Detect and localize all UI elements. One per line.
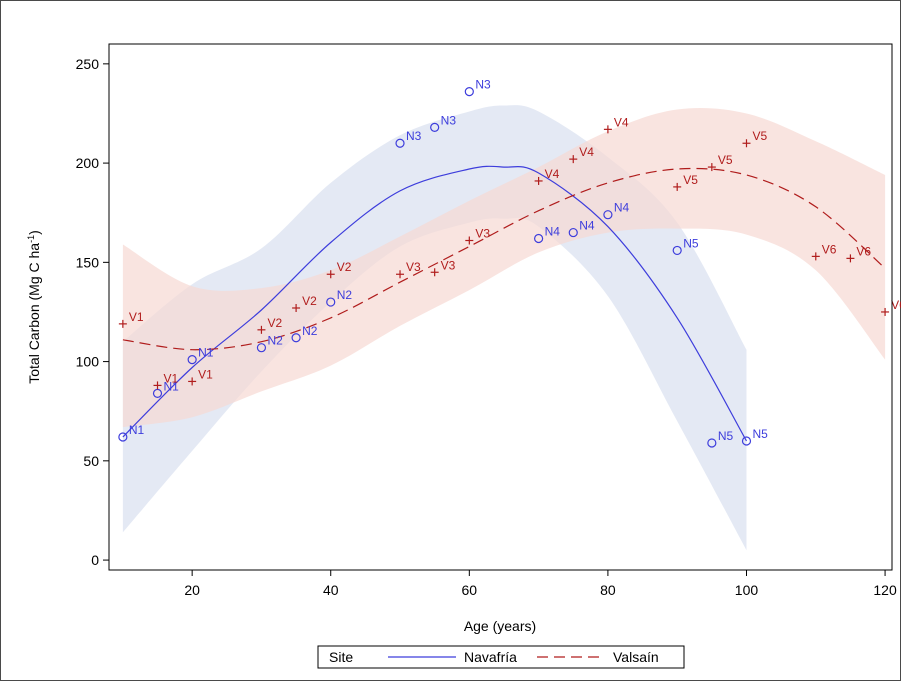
x-tick-label-4: 100 (735, 582, 759, 598)
marker-valsain-12 (673, 182, 682, 191)
data-markers (118, 87, 890, 448)
y-axis-label-superscript: -1 (26, 235, 36, 243)
marker-navafria-3 (256, 343, 267, 353)
y-axis-label-close: ) (26, 230, 42, 235)
point-label-valsain-5: V2 (337, 260, 352, 274)
marker-navafria-0 (118, 432, 128, 442)
fit-curve-navafria (122, 165, 748, 442)
point-label-navafria-3: N2 (267, 334, 283, 348)
marker-navafria-12 (672, 245, 682, 256)
marker-navafria-6 (395, 138, 405, 148)
x-tick-label-1: 40 (323, 582, 339, 598)
marker-navafria-2 (187, 355, 197, 365)
y-axis-label: Total Carbon (Mg C ha-1) (26, 230, 42, 384)
marker-valsain-15 (811, 252, 820, 261)
marker-valsain-10 (569, 155, 578, 164)
y-tick-label-5: 250 (76, 56, 100, 72)
point-label-navafria-2: N1 (198, 346, 214, 360)
marker-valsain-4 (292, 303, 301, 312)
point-label-navafria-7: N3 (441, 113, 457, 127)
point-label-valsain-12: V5 (683, 173, 698, 187)
marker-valsain-0 (118, 319, 127, 328)
marker-valsain-16 (846, 254, 855, 263)
marker-navafria-11 (603, 210, 613, 220)
marker-navafria-5 (326, 297, 336, 307)
point-label-valsain-9: V4 (545, 167, 560, 181)
marker-valsain-5 (326, 270, 335, 279)
confidence-bands (122, 105, 886, 551)
y-tick-label-0: 0 (91, 552, 99, 568)
point-label-valsain-8: V3 (475, 227, 490, 241)
fit-curves (122, 165, 886, 442)
marker-navafria-7 (430, 122, 440, 132)
point-label-valsain-2: V1 (198, 367, 213, 381)
marker-navafria-13 (707, 438, 717, 448)
x-axis-label: Age (years) (464, 618, 536, 634)
y-axis: 0 50 100 150 200 250 (76, 56, 109, 568)
point-label-valsain-10: V4 (579, 145, 594, 159)
point-label-navafria-5: N2 (337, 288, 353, 302)
marker-navafria-4 (291, 333, 301, 343)
x-tick-label-5: 120 (873, 582, 897, 598)
point-label-navafria-6: N3 (406, 129, 422, 143)
point-label-valsain-0: V1 (129, 310, 144, 324)
marker-navafria-14 (741, 436, 752, 446)
marker-valsain-3 (257, 325, 266, 334)
marker-valsain-8 (465, 236, 474, 245)
point-label-navafria-12: N5 (683, 236, 699, 250)
fit-curve-valsain (122, 167, 886, 351)
point-label-navafria-4: N2 (302, 324, 318, 338)
x-axis: 20 40 60 80 100 120 (184, 570, 897, 598)
point-label-navafria-13: N5 (718, 429, 734, 443)
marker-valsain-6 (396, 270, 405, 279)
y-tick-label-3: 150 (76, 254, 100, 270)
marker-valsain-13 (707, 163, 716, 172)
point-label-valsain-3: V2 (267, 316, 282, 330)
point-labels: N1 N1 N1 N2 N2 N2 N3 N3 N3 N4 N4 N4 N5 N5 N5 V1 V1 V1 V2 V2… (129, 78, 901, 443)
point-label-navafria-8: N3 (475, 78, 491, 92)
marker-valsain-11 (603, 125, 612, 134)
marker-valsain-7 (430, 268, 439, 277)
marker-navafria-9 (534, 233, 544, 244)
legend-label-navafria: Navafría (464, 649, 517, 665)
point-label-navafria-11: N4 (614, 201, 630, 215)
point-label-valsain-17: V6 (891, 298, 901, 312)
plot-frame (108, 43, 893, 571)
marker-valsain-2 (188, 377, 197, 386)
legend-box (317, 645, 685, 669)
point-label-valsain-13: V5 (718, 153, 733, 167)
point-label-valsain-6: V3 (406, 260, 421, 274)
marker-valsain-1 (153, 381, 162, 390)
point-label-navafria-1: N1 (164, 379, 180, 393)
point-label-valsain-16: V6 (856, 244, 871, 258)
point-label-valsain-1: V1 (164, 371, 179, 385)
legend: Site Navafría Valsaín (317, 645, 685, 669)
legend-title: Site (329, 649, 353, 665)
marker-valsain-17 (881, 307, 890, 316)
point-label-navafria-10: N4 (579, 219, 595, 233)
y-tick-label-4: 200 (76, 155, 100, 171)
y-tick-label-2: 100 (76, 354, 100, 370)
legend-label-valsain: Valsaín (613, 649, 659, 665)
point-label-valsain-15: V6 (822, 242, 837, 256)
confidence-band-valsain (122, 108, 886, 428)
point-label-navafria-9: N4 (545, 225, 561, 239)
point-label-valsain-4: V2 (302, 294, 317, 308)
point-label-valsain-14: V5 (752, 129, 767, 143)
marker-navafria-8 (464, 87, 474, 97)
y-axis-label-main: Total Carbon (Mg C ha (26, 243, 42, 384)
marker-valsain-9 (534, 176, 543, 185)
x-tick-label-3: 80 (600, 582, 616, 598)
point-label-valsain-7: V3 (441, 258, 456, 272)
marker-navafria-10 (568, 227, 578, 238)
x-tick-label-2: 60 (462, 582, 478, 598)
point-label-navafria-0: N1 (129, 423, 145, 437)
point-label-navafria-14: N5 (752, 427, 768, 441)
point-label-valsain-11: V4 (614, 115, 629, 129)
x-tick-label-0: 20 (184, 582, 200, 598)
y-tick-label-1: 50 (83, 453, 99, 469)
marker-valsain-14 (742, 139, 751, 148)
